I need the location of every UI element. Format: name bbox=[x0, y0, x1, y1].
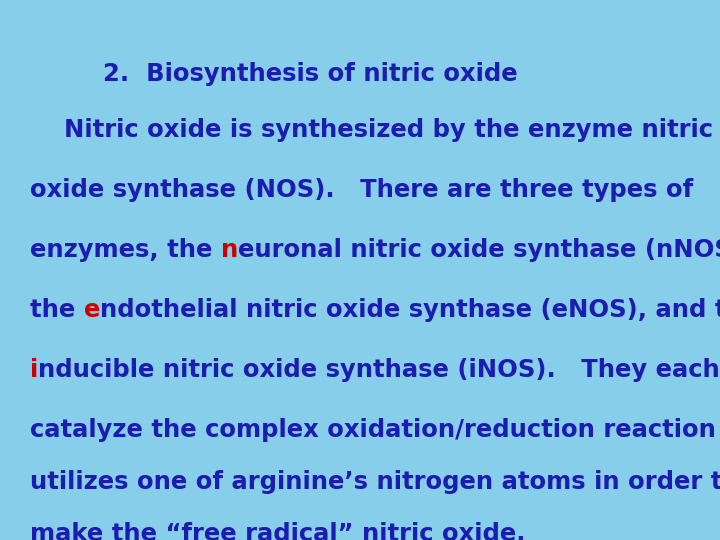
Text: i: i bbox=[30, 358, 38, 382]
Text: make the “free radical” nitric oxide.: make the “free radical” nitric oxide. bbox=[30, 522, 526, 540]
Text: ndothelial nitric oxide synthase (eNOS), and the: ndothelial nitric oxide synthase (eNOS),… bbox=[100, 298, 720, 322]
Text: 2.  Biosynthesis of nitric oxide: 2. Biosynthesis of nitric oxide bbox=[103, 62, 517, 86]
Text: nducible nitric oxide synthase (iNOS).   They each: nducible nitric oxide synthase (iNOS). T… bbox=[38, 358, 720, 382]
Text: catalyze the complex oxidation/reduction reaction that: catalyze the complex oxidation/reduction… bbox=[30, 418, 720, 442]
Text: Nitric oxide is synthesized by the enzyme nitric: Nitric oxide is synthesized by the enzym… bbox=[30, 118, 713, 142]
Text: euronal nitric oxide synthase (nNOS),: euronal nitric oxide synthase (nNOS), bbox=[238, 238, 720, 262]
Text: utilizes one of arginine’s nitrogen atoms in order to: utilizes one of arginine’s nitrogen atom… bbox=[30, 470, 720, 494]
Text: e: e bbox=[84, 298, 100, 322]
Text: n: n bbox=[221, 238, 238, 262]
Text: oxide synthase (NOS).   There are three types of: oxide synthase (NOS). There are three ty… bbox=[30, 178, 693, 202]
Text: the: the bbox=[30, 298, 84, 322]
Text: enzymes, the: enzymes, the bbox=[30, 238, 221, 262]
